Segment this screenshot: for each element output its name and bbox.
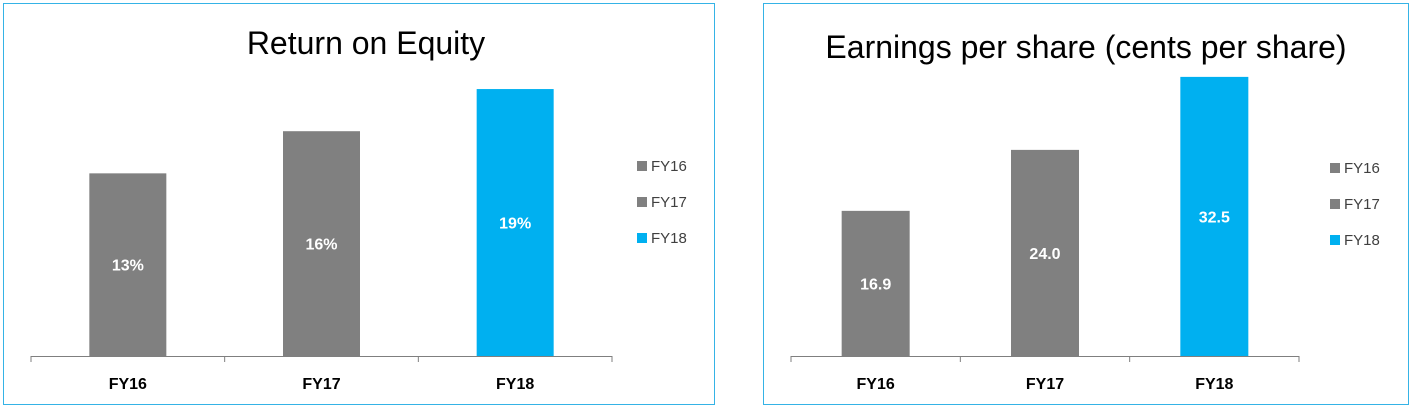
- eps-chart: Earnings per share (cents per share) 16.…: [790, 29, 1380, 393]
- roe-legend-swatch-fy16: [637, 161, 647, 171]
- eps-legend-label-fy17: FY17: [1344, 196, 1380, 213]
- eps-bar-fy17: [1011, 149, 1079, 356]
- roe-legend-label-fy17: FY17: [651, 194, 687, 211]
- eps-legend-swatch-fy18: [1330, 235, 1340, 245]
- eps-legend-swatch-fy16: [1330, 163, 1340, 173]
- eps-x-tick-label: FY18: [1195, 376, 1233, 393]
- roe-bar-fy18: [476, 89, 554, 357]
- eps-x-tick-label: FY16: [857, 376, 895, 393]
- roe-legend-swatch-fy17: [637, 197, 647, 207]
- eps-legend-swatch-fy17: [1330, 199, 1340, 209]
- eps-legend-label-fy18: FY18: [1344, 232, 1380, 249]
- roe-x-tick-label: FY16: [109, 376, 147, 393]
- eps-data-label-fy17: 24.0: [1029, 246, 1060, 263]
- eps-bar-fy16: [841, 210, 910, 356]
- eps-chart-title: Earnings per share (cents per share): [825, 29, 1346, 65]
- roe-data-label-fy17: 16%: [305, 237, 337, 254]
- roe-chart-panel: Return on Equity 13% FY16 16% FY17 19% FY18 FY…: [3, 3, 715, 405]
- eps-bar-fy18: [1180, 76, 1249, 356]
- roe-legend-label-fy16: FY16: [651, 158, 687, 175]
- roe-chart-title: Return on Equity: [247, 25, 485, 61]
- roe-bar-fy16: [89, 173, 167, 356]
- roe-x-tick-label: FY18: [496, 376, 534, 393]
- eps-legend-label-fy16: FY16: [1344, 160, 1380, 177]
- roe-x-tick-label: FY17: [302, 376, 340, 393]
- eps-x-tick-label: FY17: [1026, 376, 1064, 393]
- roe-data-label-fy18: 19%: [499, 216, 531, 233]
- roe-legend-swatch-fy18: [637, 233, 647, 243]
- eps-data-label-fy18: 32.5: [1199, 209, 1230, 226]
- eps-chart-panel: Earnings per share (cents per share) 16.…: [763, 3, 1409, 405]
- roe-bar-fy17: [283, 131, 360, 356]
- roe-legend-label-fy18: FY18: [651, 230, 687, 247]
- roe-data-label-fy16: 13%: [112, 258, 144, 275]
- eps-data-label-fy16: 16.9: [860, 276, 891, 293]
- roe-chart: Return on Equity 13% FY16 16% FY17 19% FY18 FY…: [30, 25, 687, 393]
